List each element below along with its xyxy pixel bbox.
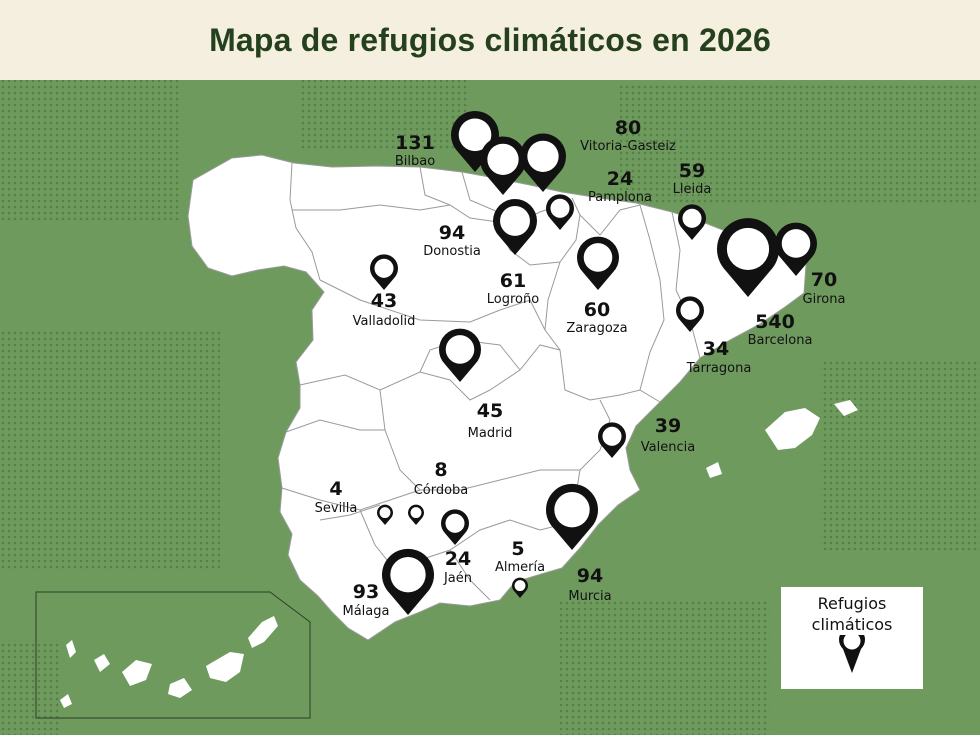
canary-inset-frame: [35, 591, 311, 719]
label-sevilla: Sevilla: [315, 501, 358, 516]
legend-pin-icon: [839, 626, 865, 673]
label-madrid: Madrid: [468, 426, 513, 441]
label-cordoba: Córdoba: [414, 483, 469, 498]
city-labels: 131 Bilbao 80 Vitoria-Gasteiz 24 Pamplon…: [315, 117, 846, 619]
label-malaga: Málaga: [343, 604, 390, 619]
count-jaen: 24: [445, 548, 471, 570]
region-borders: [281, 162, 701, 601]
mainland-spain: [187, 154, 807, 641]
legend: Refugios climáticos: [781, 587, 923, 689]
map-pin-icon-madrid: [438, 328, 481, 382]
map-pin-icon-jaen: [440, 509, 469, 545]
mallorca: [765, 408, 820, 450]
map-pin-icon-almeria: [512, 577, 528, 598]
count-donostia: 94: [439, 222, 465, 244]
count-zaragoza: 60: [584, 299, 610, 321]
spain-map: 131 Bilbao 80 Vitoria-Gasteiz 24 Pamplon…: [0, 80, 980, 735]
count-bilbao: 131: [395, 132, 435, 154]
pins-layer: [370, 110, 818, 615]
map-pin-icon-valencia: [598, 422, 626, 458]
ibiza: [706, 462, 722, 478]
count-madrid: 45: [477, 400, 503, 422]
count-tarragona: 34: [703, 338, 729, 360]
count-almeria: 5: [511, 538, 524, 560]
map-pin-icon-girona: [775, 222, 818, 276]
label-lleida: Lleida: [673, 182, 712, 197]
title-banner: Mapa de refugios climáticos en 2026: [0, 0, 980, 80]
label-vitoria: Vitoria-Gasteiz: [580, 139, 676, 154]
halftone-texture: [0, 80, 980, 735]
map-title: Mapa de refugios climáticos en 2026: [209, 21, 771, 58]
label-donostia: Donostia: [423, 244, 481, 259]
label-logrono: Logroño: [487, 292, 539, 307]
map-pin-icon-zaragoza: [577, 236, 619, 290]
label-pamplona: Pamplona: [588, 190, 652, 205]
canary-islands: [60, 616, 278, 708]
count-lleida: 59: [679, 160, 705, 182]
map-pin-icon-donostia: [479, 136, 526, 195]
count-vitoria: 80: [615, 117, 641, 139]
count-murcia: 94: [577, 565, 603, 587]
label-almeria: Almería: [495, 560, 545, 575]
count-pamplona: 24: [607, 168, 633, 190]
count-cordoba: 8: [434, 459, 447, 481]
map-pin-icon-vitoria: [520, 133, 566, 192]
label-zaragoza: Zaragoza: [566, 321, 627, 336]
label-jaen: Jaén: [443, 571, 472, 586]
label-murcia: Murcia: [568, 589, 611, 604]
count-valladolid: 43: [371, 290, 397, 312]
label-barcelona: Barcelona: [748, 333, 813, 348]
map-pin-icon-malaga: [382, 548, 434, 615]
count-logrono: 61: [500, 270, 526, 292]
label-tarragona: Tarragona: [686, 361, 752, 376]
label-valencia: Valencia: [641, 440, 695, 455]
map-pin-icon-sevilla: [376, 504, 393, 525]
map-pin-icon-murcia: [546, 483, 598, 550]
map-pin-icon-tarragona: [676, 296, 705, 332]
label-valladolid: Valladolid: [353, 314, 416, 329]
count-sevilla: 4: [329, 478, 342, 500]
count-malaga: 93: [353, 581, 379, 603]
count-barcelona: 540: [755, 311, 795, 333]
count-girona: 70: [811, 269, 837, 291]
map-pin-icon-lleida: [678, 204, 707, 240]
label-girona: Girona: [803, 292, 846, 307]
label-bilbao: Bilbao: [395, 154, 435, 169]
map-pin-icon-logrono: [493, 199, 537, 255]
map-pin-icon-cordoba: [407, 504, 424, 525]
map-pin-icon-valladolid: [370, 254, 399, 290]
map-pin-icon-pamplona: [546, 194, 574, 230]
map-pin-icon-barcelona: [717, 218, 779, 297]
menorca: [834, 400, 858, 416]
count-valencia: 39: [655, 415, 681, 437]
legend-label: Refugios climáticos: [811, 594, 893, 634]
